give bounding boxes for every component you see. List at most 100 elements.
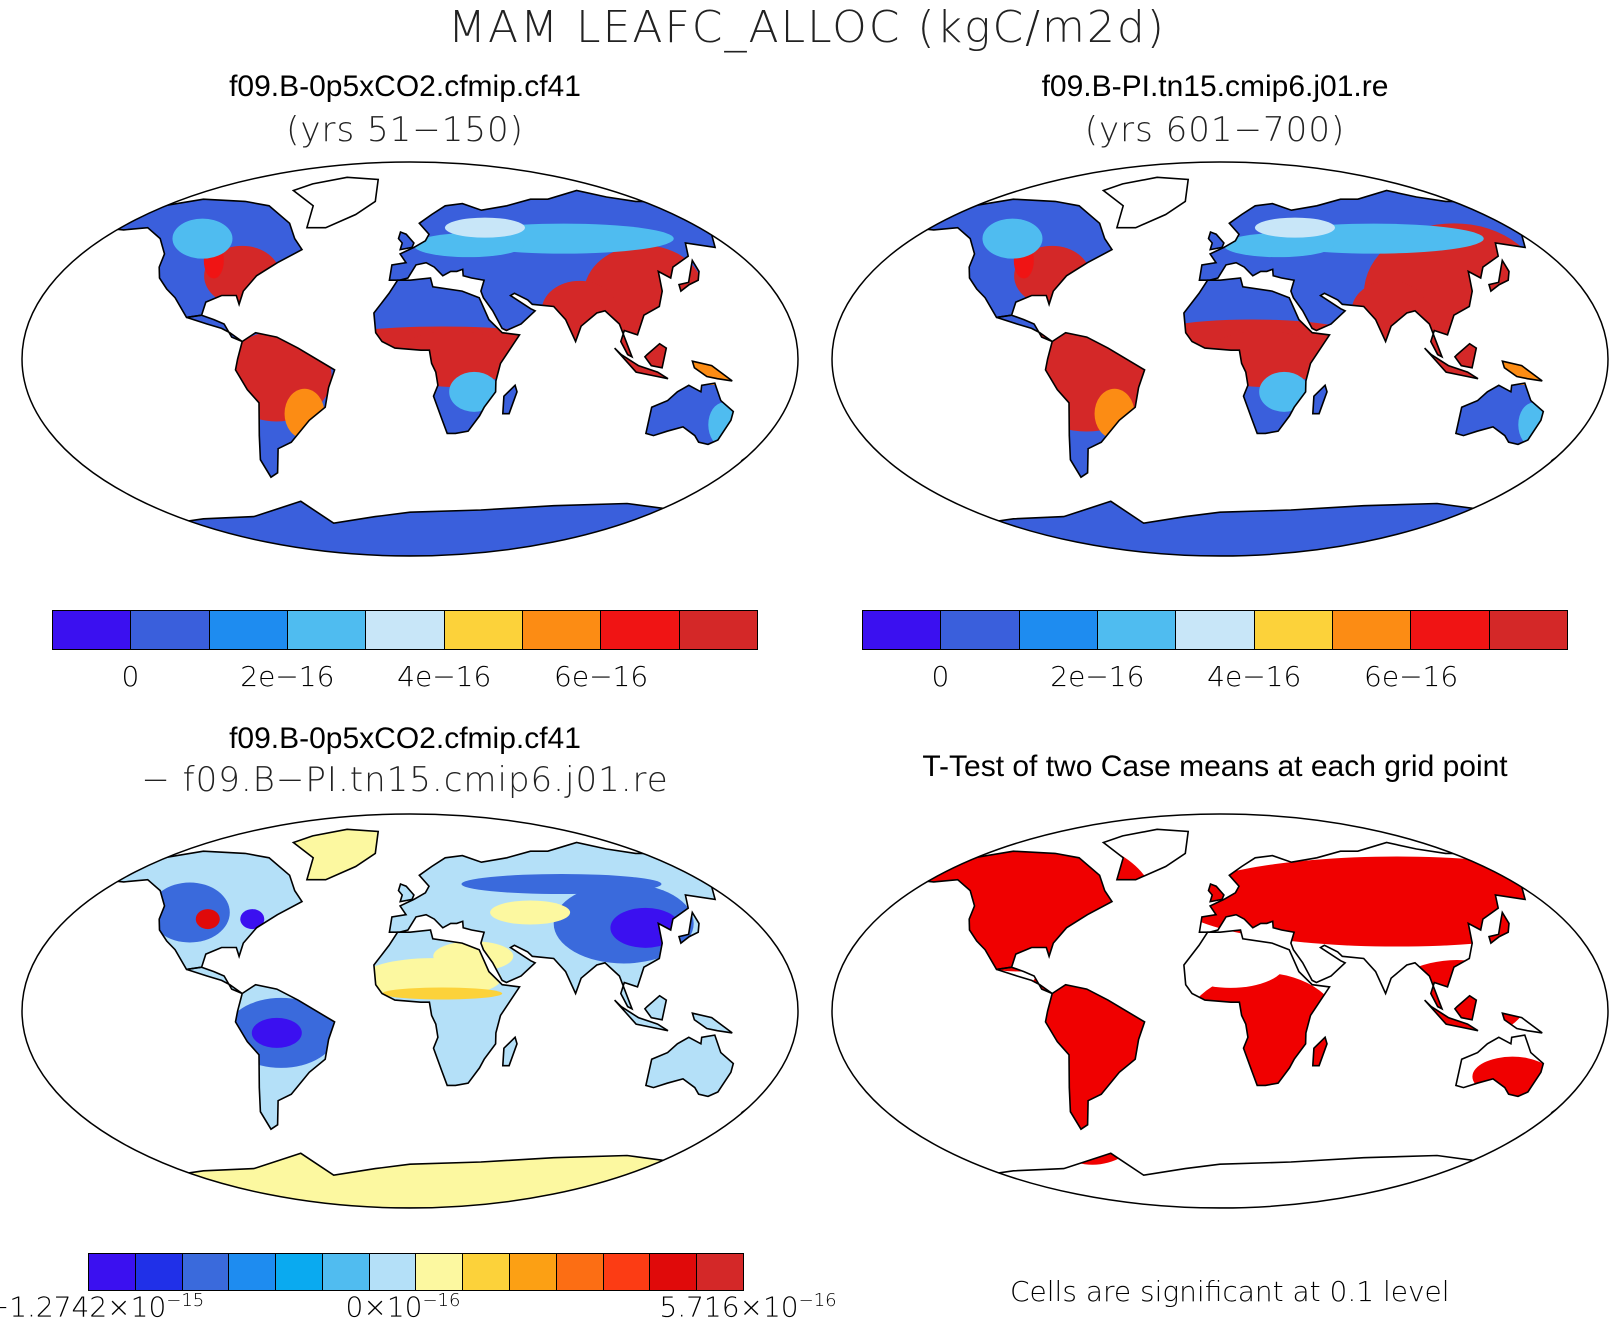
field-canada	[982, 218, 1043, 259]
colorbar-case1-swatch	[209, 611, 288, 649]
coastline-newguinea	[691, 1012, 733, 1034]
coastline-southamerica	[234, 331, 336, 479]
figure-title: MAM LEAFC_ALLOC (kgC/m2d)	[448, 2, 1166, 53]
coastline-centralamerica	[186, 966, 243, 995]
coastline-britain	[397, 230, 415, 251]
coastline-centralamerica	[996, 966, 1053, 995]
coastline-indonesia1	[614, 347, 669, 380]
field-na-high	[195, 909, 220, 930]
field-southern-africa	[449, 371, 500, 412]
coastline-eurasia	[388, 189, 739, 359]
colorbar-tick-label: 5.716×10−16	[659, 1290, 837, 1324]
coastline-eurasia	[1198, 189, 1549, 359]
colorbar-case2-swatch	[1489, 611, 1567, 649]
coastline-madagascar	[501, 383, 518, 415]
panel-title-ttest: T-Test of two Case means at each grid po…	[922, 750, 1508, 783]
coastline-northamerica	[909, 850, 1114, 971]
panel-title-diff: f09.B-0p5xCO2.cfmip.cf41	[229, 722, 581, 755]
coastline-africa	[1183, 277, 1331, 435]
colorbar-case1-swatch	[601, 611, 680, 649]
map-case2	[831, 161, 1609, 557]
colorbar-diff-swatch	[510, 1254, 557, 1290]
coastline-madagascar	[501, 1035, 518, 1067]
colorbar-diff-swatch	[135, 1254, 183, 1290]
field-amazon-vlow	[251, 1017, 302, 1048]
landmass-greenland	[1103, 177, 1189, 228]
colorbar-diff-swatch	[697, 1254, 743, 1290]
field-siberia-low	[461, 874, 662, 895]
coastline-indonesia1	[1424, 999, 1479, 1032]
map-border	[21, 813, 799, 1209]
colorbar-diff-swatch	[89, 1254, 136, 1290]
panel-title-case2: f09.B-PI.tn15.cmip6.j01.re	[1041, 70, 1389, 103]
coastline-greenland	[291, 828, 380, 881]
coastline-centralamerica	[186, 314, 243, 343]
coastline-eurasia	[388, 841, 739, 1011]
map-ttest	[831, 813, 1609, 1209]
colorbar-case2-swatch	[1097, 611, 1177, 649]
coastline-centralamerica	[996, 314, 1053, 343]
colorbar-diff-swatch	[229, 1254, 277, 1290]
coastline-indonesia1	[1424, 347, 1479, 380]
landmass-borneo	[644, 995, 667, 1020]
coastline-greenland	[1101, 828, 1190, 881]
map-border	[831, 161, 1609, 557]
panel-title-case1: f09.B-0p5xCO2.cfmip.cf41	[229, 70, 581, 103]
map-border	[831, 813, 1609, 1209]
colorbar-tick-label: 2e−16	[1050, 660, 1145, 693]
colorbar-case1-swatch	[287, 611, 367, 649]
colorbar-case1	[52, 610, 758, 650]
coastline-borneo	[643, 342, 668, 369]
colorbar-diff-swatch	[416, 1254, 464, 1290]
coastline-greenland	[1101, 176, 1190, 229]
coastline-japan	[1487, 910, 1510, 945]
colorbar-case2-swatch	[1411, 611, 1490, 649]
colorbar-case1-swatch	[444, 611, 523, 649]
field-southern-africa	[1259, 371, 1310, 412]
colorbar-diff-swatch	[556, 1254, 604, 1290]
coastline-newguinea	[1501, 360, 1543, 382]
map-diff	[21, 813, 799, 1209]
colorbar-case2	[862, 610, 1568, 650]
significance-note: Cells are significant at 0.1 level	[1010, 1275, 1450, 1308]
field-europe	[413, 233, 524, 258]
landmass-madagascar	[502, 1037, 517, 1066]
panel-subtitle-case2: (yrs 601−700)	[1084, 110, 1346, 150]
field-ne-us-low	[240, 909, 265, 930]
coastline-madagascar	[1311, 1035, 1328, 1067]
coastline-northamerica	[99, 850, 304, 971]
coastline-japan	[677, 910, 700, 945]
landmass-newguinea	[692, 1013, 733, 1033]
coastline-japan	[1487, 258, 1510, 293]
colorbar-case2-swatch	[1254, 611, 1333, 649]
field-russia-pale	[1254, 217, 1335, 238]
coastline-africa	[1183, 929, 1331, 1087]
colorbar-diff-swatch	[650, 1254, 698, 1290]
coastline-southamerica	[234, 983, 336, 1131]
colorbar-case1-swatch	[366, 611, 445, 649]
coastline-northamerica	[99, 198, 304, 319]
colorbar-case2-swatch	[941, 611, 1020, 649]
coastline-australia	[1454, 1034, 1545, 1098]
coastline-borneo	[1453, 342, 1478, 369]
colorbar-case1-swatch	[522, 611, 602, 649]
landmass-greenland	[293, 177, 379, 228]
landmass-australia	[645, 1035, 734, 1097]
map-border	[21, 161, 799, 557]
coastline-australia	[644, 382, 735, 446]
colorbar-diff-swatch	[603, 1254, 651, 1290]
colorbar-diff-swatch	[322, 1254, 370, 1290]
field-central-asia-pos	[490, 900, 571, 925]
colorbar-case1-swatch	[53, 611, 132, 649]
colorbar-tick-label: 4e−16	[1207, 660, 1302, 693]
colorbar-diff-swatch	[369, 1254, 417, 1290]
colorbar-tick-label: −1.2742×10−15	[0, 1290, 205, 1324]
coastline-britain	[1207, 230, 1225, 251]
field-sahel-pos	[382, 987, 503, 1000]
colorbar-case1-swatch	[131, 611, 210, 649]
field-europe	[1223, 233, 1334, 258]
coastline-madagascar	[1311, 383, 1328, 415]
coastline-britain	[1207, 882, 1225, 903]
coastline-australia	[1454, 382, 1545, 446]
colorbar-tick-label: 6e−16	[554, 660, 649, 693]
